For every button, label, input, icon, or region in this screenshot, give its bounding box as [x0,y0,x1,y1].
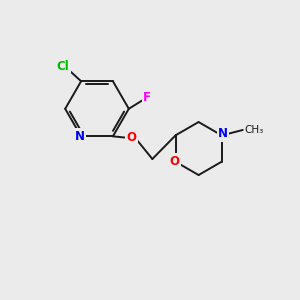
Text: F: F [143,91,151,104]
Text: N: N [218,127,228,140]
Text: O: O [170,155,180,168]
Text: N: N [75,130,85,143]
Text: Cl: Cl [56,60,69,73]
Text: CH₃: CH₃ [244,125,263,135]
Text: O: O [127,131,137,144]
